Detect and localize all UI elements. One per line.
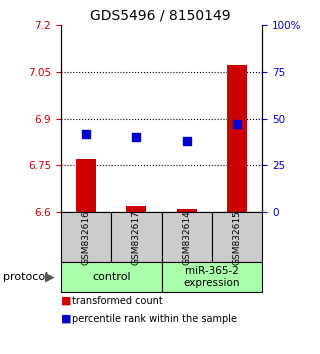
Text: protocol: protocol	[3, 272, 48, 282]
Text: control: control	[92, 272, 131, 282]
Point	[134, 135, 139, 140]
Point	[184, 138, 189, 144]
Bar	[177, 209, 197, 212]
Text: transformed count: transformed count	[72, 296, 163, 306]
Text: GSM832615: GSM832615	[233, 210, 242, 265]
Point	[84, 131, 89, 136]
Point	[235, 121, 240, 127]
Bar	[126, 206, 147, 212]
Text: ▶: ▶	[45, 270, 54, 284]
Text: GSM832616: GSM832616	[82, 210, 91, 265]
Text: ■: ■	[61, 296, 71, 306]
Text: ■: ■	[61, 314, 71, 324]
Text: percentile rank within the sample: percentile rank within the sample	[72, 314, 237, 324]
Bar	[227, 65, 247, 212]
Text: GDS5496 / 8150149: GDS5496 / 8150149	[90, 9, 230, 23]
Bar	[76, 159, 96, 212]
Text: GSM832617: GSM832617	[132, 210, 141, 265]
Text: miR-365-2
expression: miR-365-2 expression	[184, 266, 240, 288]
Text: GSM832614: GSM832614	[182, 210, 191, 264]
